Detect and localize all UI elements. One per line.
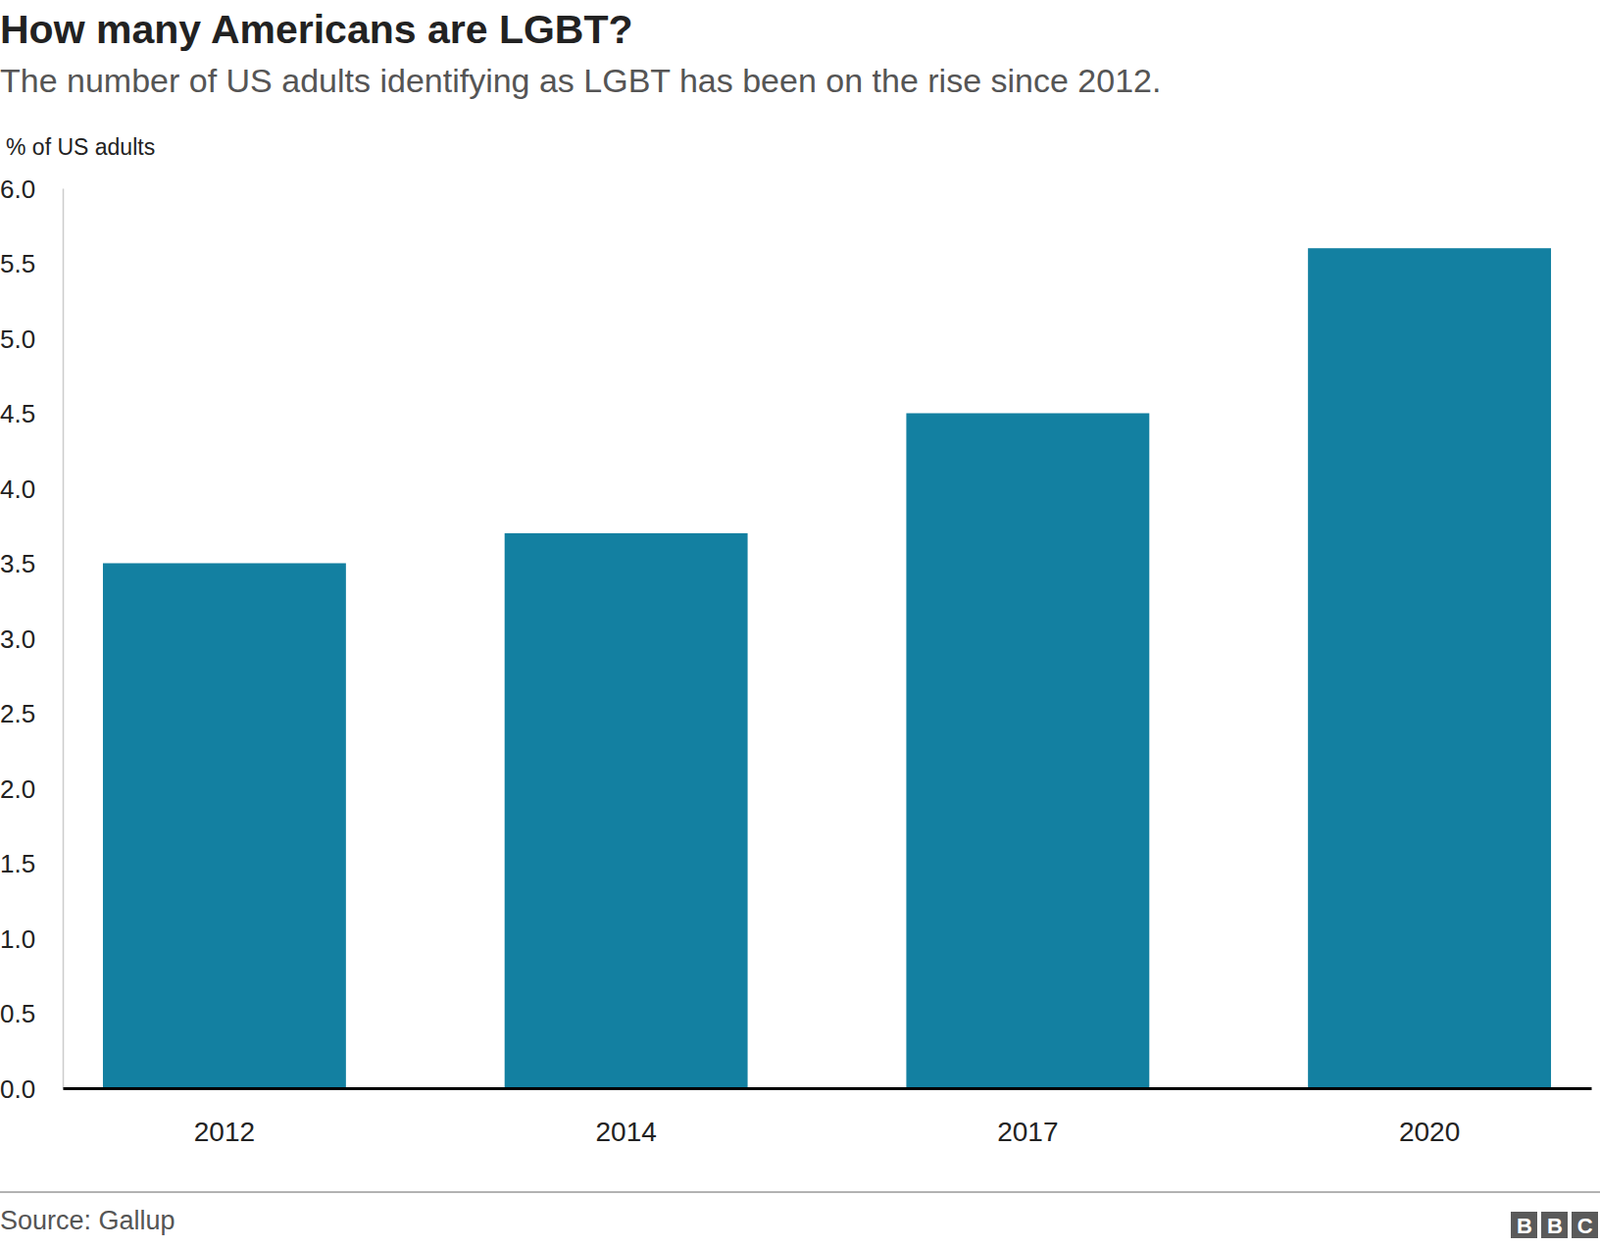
x-axis: 2012 2014 2017 2020 — [63, 1088, 1593, 1148]
subtitle: The number of US adults identifying as L… — [0, 61, 1161, 100]
y-tick: 1.0 — [0, 924, 63, 954]
y-tick: 2.5 — [0, 699, 63, 729]
y-tick-label: 2.0 — [0, 774, 36, 804]
x-tick-label: 2020 — [1399, 1116, 1460, 1148]
y-tick: 4.0 — [0, 474, 63, 504]
y-tick-label: 6.0 — [0, 174, 36, 204]
source: Source: Gallup — [0, 1205, 176, 1236]
chart: How many Americans are LGBT? The number o… — [0, 0, 1600, 1247]
y-tick: 0.0 — [0, 1074, 63, 1104]
y-tick: 6.0 — [0, 174, 63, 204]
y-axis-line — [62, 189, 65, 1090]
x-tick-label: 2017 — [997, 1116, 1058, 1148]
bars — [102, 248, 1551, 1089]
logo: BBC — [1510, 1211, 1600, 1239]
bar — [905, 413, 1150, 1090]
y-tick: 5.0 — [0, 324, 63, 354]
y-tick-label: 5.5 — [0, 249, 36, 279]
x-axis-line — [63, 1087, 1593, 1091]
y-tick: 5.5 — [0, 249, 63, 279]
y-axis: 0.0 0.5 1.0 1.5 2.0 2.5 3.0 3.5 4.0 4.5 5.0 5.5 6.0 — [0, 174, 64, 1104]
y-tick-label: 3.0 — [0, 624, 36, 654]
logo-text: BBC — [1516, 1213, 1600, 1239]
y-tick-label: 0.5 — [0, 999, 36, 1029]
y-tick: 3.5 — [0, 549, 63, 579]
y-tick-label: 3.5 — [0, 549, 36, 579]
y-tick-label: 0.0 — [0, 1074, 36, 1104]
x-tick: 2012 — [194, 1088, 255, 1148]
x-tick: 2014 — [595, 1088, 656, 1148]
bar — [102, 563, 347, 1090]
x-tick: 2020 — [1399, 1088, 1460, 1148]
y-tick: 3.0 — [0, 624, 63, 654]
x-tick-label: 2014 — [595, 1116, 656, 1148]
bar — [1307, 248, 1551, 1089]
footer-rule — [0, 1191, 1600, 1194]
y-tick: 1.5 — [0, 849, 63, 879]
bar — [504, 533, 749, 1089]
y-tick-label: 1.5 — [0, 849, 36, 879]
x-tick-label: 2012 — [194, 1116, 255, 1148]
y-tick-label: 4.0 — [0, 474, 36, 504]
y-tick: 4.5 — [0, 399, 63, 429]
y-tick-label: 5.0 — [0, 324, 36, 354]
y-axis-label: % of US adults — [5, 134, 155, 160]
title: How many Americans are LGBT? — [0, 6, 634, 52]
y-tick: 0.5 — [0, 999, 63, 1029]
x-tick: 2017 — [997, 1088, 1058, 1148]
y-tick-label: 2.5 — [0, 699, 36, 729]
y-tick-label: 4.5 — [0, 399, 36, 429]
y-tick: 2.0 — [0, 774, 63, 804]
y-tick-label: 1.0 — [0, 924, 36, 954]
